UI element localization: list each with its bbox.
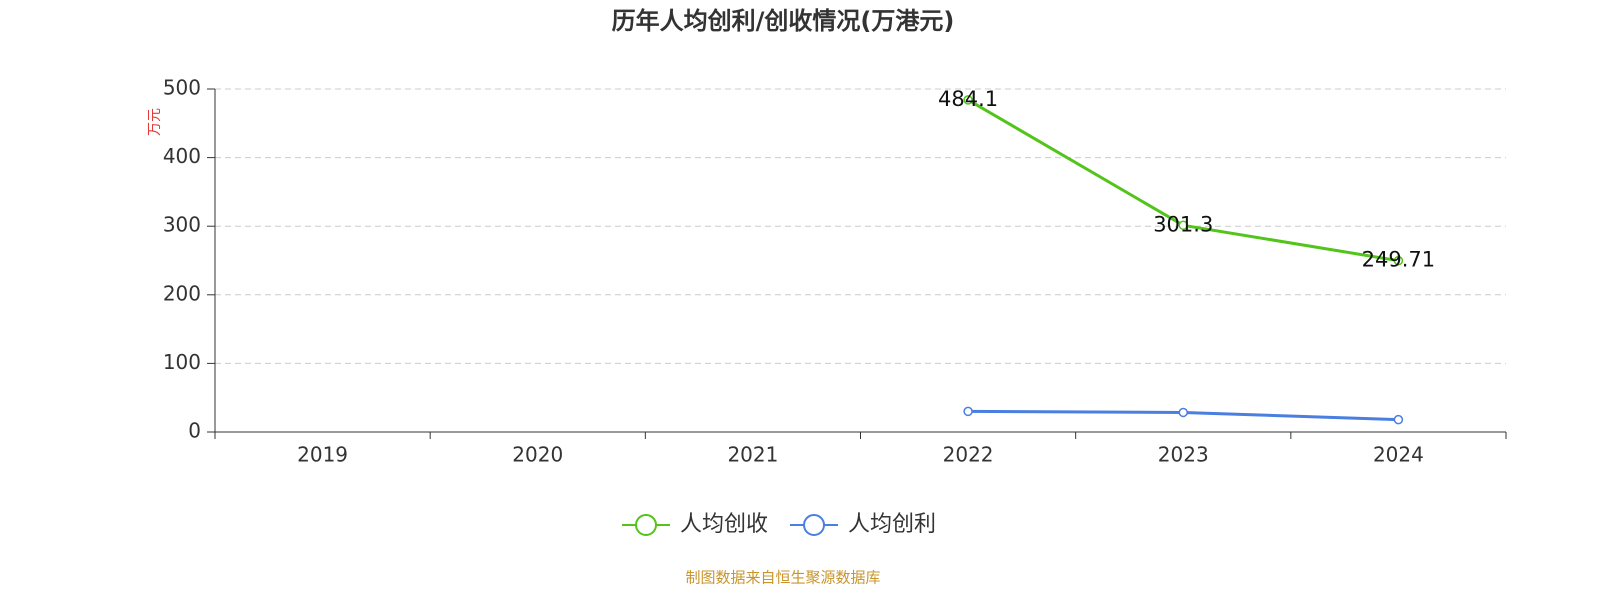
x-tick-label: 2023: [1158, 443, 1209, 467]
series-line: [967, 98, 1399, 263]
point: [963, 95, 973, 105]
x-tick-label: 2024: [1373, 443, 1424, 467]
data-label: 301.3: [1153, 212, 1213, 236]
y-tick-label: 200: [163, 281, 201, 305]
legend-icon-circle: [803, 514, 826, 536]
point: [1178, 407, 1188, 418]
data-label: 484.1: [938, 87, 998, 111]
data-label: 249.71: [1362, 248, 1435, 272]
x-tick-label: 2020: [512, 443, 563, 467]
x-tick-label: 2021: [727, 443, 778, 467]
point: [1393, 414, 1404, 425]
y-tick-label: 300: [163, 213, 201, 237]
point: [963, 406, 973, 417]
y-axis-label: 万元: [147, 108, 163, 136]
x-tick-label: 2022: [943, 443, 994, 467]
point: [1393, 255, 1404, 266]
legend-label: 人均创收: [680, 512, 768, 537]
source-note: 制图数据来自恒生聚源数据库: [685, 569, 880, 587]
chart-title: 历年人均创利/创收情况(万港元): [612, 7, 955, 35]
legend-icon-circle: [635, 514, 657, 536]
y-tick-label: 500: [163, 76, 201, 100]
point: [1178, 220, 1188, 231]
y-tick-label: 100: [163, 350, 201, 374]
y-tick-label: 0: [188, 419, 201, 443]
y-tick-label: 400: [163, 144, 201, 168]
x-tick-label: 2019: [297, 443, 348, 467]
legend-label: 人均创利: [848, 512, 936, 537]
